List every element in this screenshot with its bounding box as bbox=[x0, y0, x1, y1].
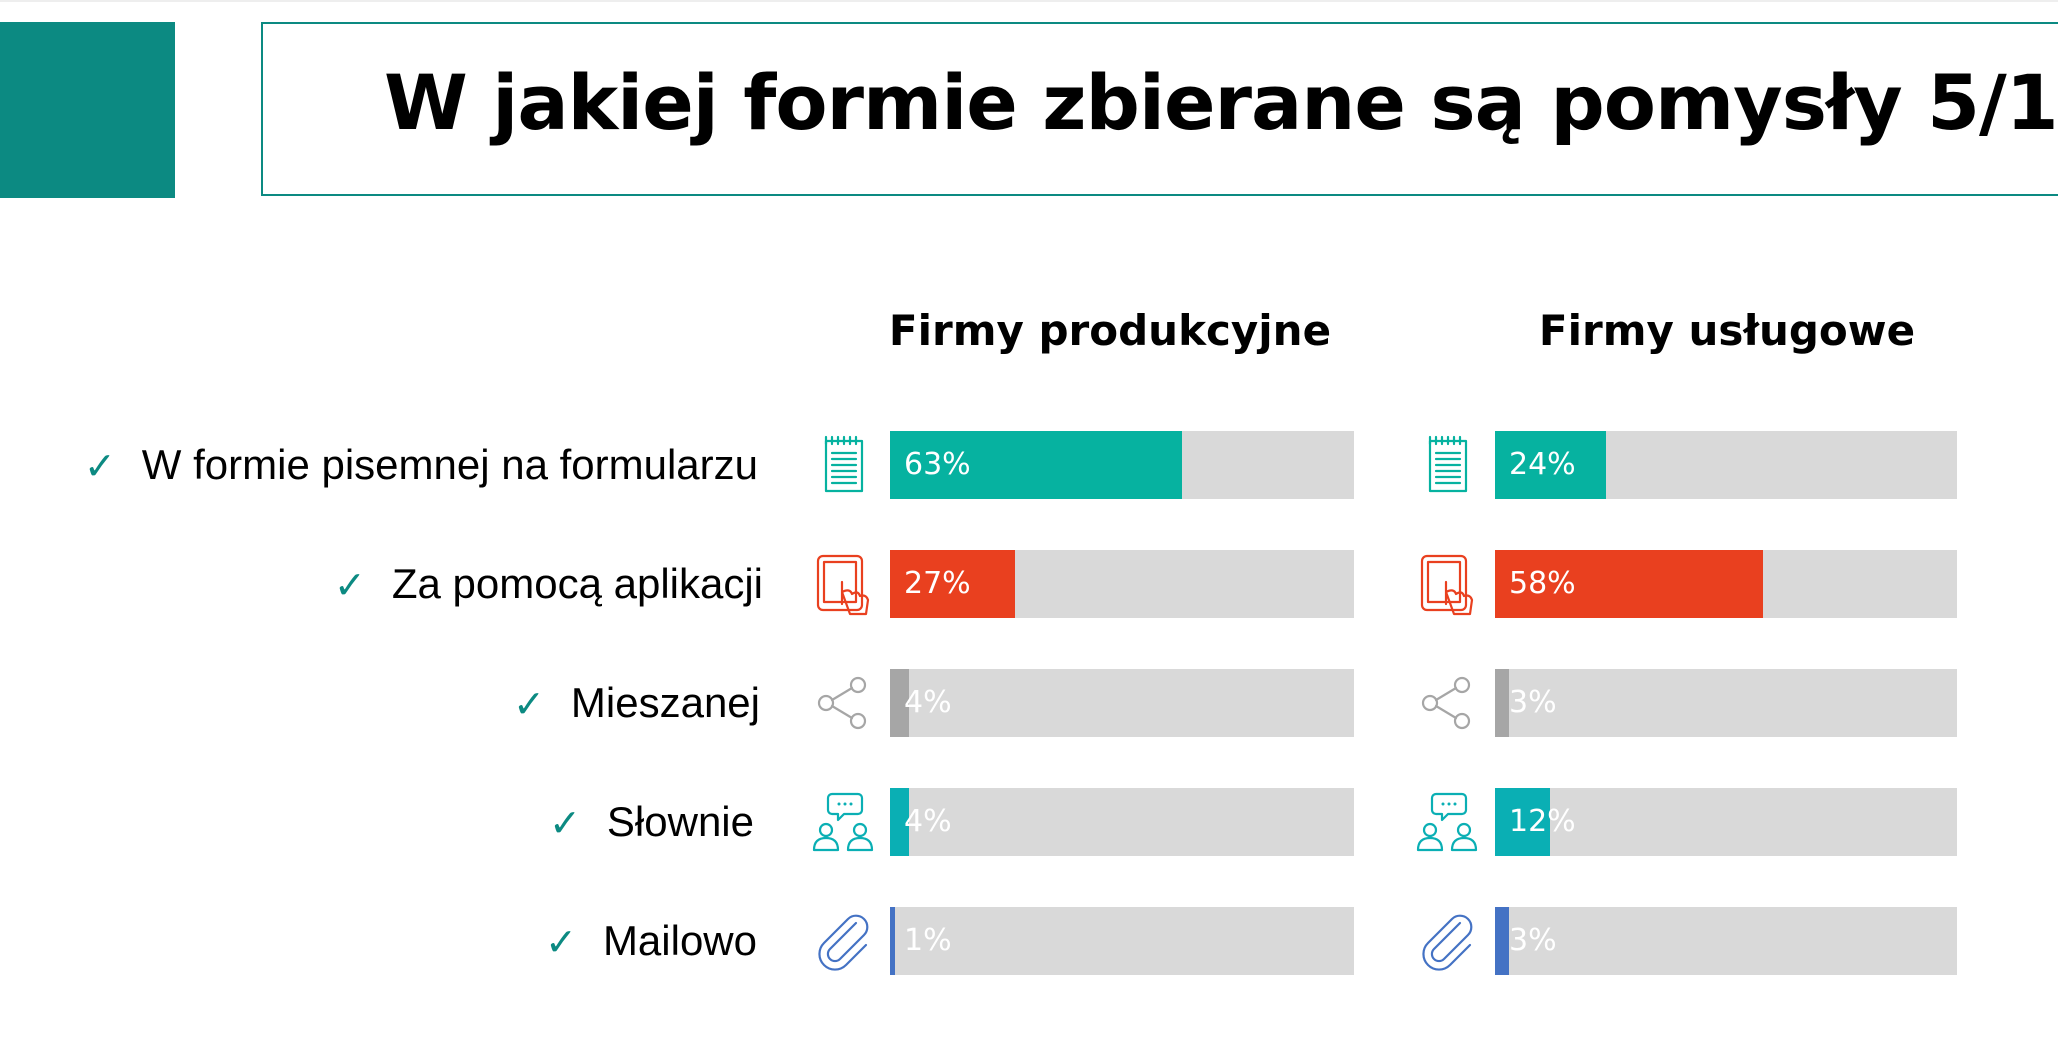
bar-track: 4% bbox=[890, 788, 1354, 856]
bar-value-label: 3% bbox=[1509, 685, 1557, 720]
paperclip-icon bbox=[812, 909, 876, 973]
category-label: ✓ Mailowo bbox=[545, 907, 757, 975]
notepad-icon bbox=[1416, 433, 1480, 497]
check-icon: ✓ bbox=[83, 444, 116, 488]
bar bbox=[890, 788, 909, 856]
series-title: Firmy produkcyjne bbox=[888, 306, 1332, 355]
bar-track: 3% bbox=[1495, 669, 1957, 737]
bar-value-label: 12% bbox=[1509, 804, 1576, 839]
check-icon: ✓ bbox=[513, 682, 545, 726]
check-icon: ✓ bbox=[545, 920, 577, 964]
bar-value-label: 63% bbox=[904, 447, 971, 482]
category-label-text: Mailowo bbox=[602, 917, 757, 964]
bar-track: 24% bbox=[1495, 431, 1957, 499]
bar-value-label: 1% bbox=[904, 923, 952, 958]
bar-track: 12% bbox=[1495, 788, 1957, 856]
bar-value-label: 4% bbox=[904, 685, 952, 720]
bar bbox=[890, 907, 895, 975]
bar-track: 58% bbox=[1495, 550, 1957, 618]
category-label: ✓ Za pomocą aplikacji bbox=[334, 550, 763, 618]
bar-value-label: 4% bbox=[904, 804, 952, 839]
top-divider bbox=[0, 0, 2058, 2]
check-icon: ✓ bbox=[549, 801, 581, 845]
bar bbox=[1495, 907, 1509, 975]
category-label-text: Mieszanej bbox=[570, 679, 760, 726]
bar-track: 3% bbox=[1495, 907, 1957, 975]
page-title: W jakiej formie zbierane są pomysły 5/12 bbox=[384, 58, 2058, 147]
tablet-touch-icon bbox=[1416, 552, 1480, 616]
category-label-text: Słownie bbox=[606, 798, 754, 845]
bar bbox=[1495, 431, 1606, 499]
share-icon bbox=[1416, 671, 1480, 735]
bar-value-label: 58% bbox=[1509, 566, 1576, 601]
check-icon: ✓ bbox=[333, 563, 366, 607]
bar bbox=[890, 431, 1182, 499]
bar bbox=[890, 669, 909, 737]
paperclip-icon bbox=[1416, 909, 1480, 973]
accent-block bbox=[0, 22, 175, 198]
notepad-icon bbox=[812, 433, 876, 497]
bar bbox=[890, 550, 1015, 618]
bar-track: 4% bbox=[890, 669, 1354, 737]
bar bbox=[1495, 550, 1763, 618]
share-icon bbox=[812, 671, 876, 735]
category-label: ✓ W formie pisemnej na formularzu bbox=[84, 431, 758, 499]
title-frame bbox=[261, 22, 2058, 196]
people-chat-icon bbox=[1416, 790, 1480, 854]
category-label: ✓ Mieszanej bbox=[513, 669, 760, 737]
bar-value-label: 27% bbox=[904, 566, 971, 601]
category-label: ✓ Słownie bbox=[549, 788, 754, 856]
bar bbox=[1495, 788, 1550, 856]
bar-track: 1% bbox=[890, 907, 1354, 975]
bar bbox=[1495, 669, 1509, 737]
category-label-text: W formie pisemnej na formularzu bbox=[141, 441, 758, 488]
bar-track: 63% bbox=[890, 431, 1354, 499]
bar-value-label: 3% bbox=[1509, 923, 1557, 958]
tablet-touch-icon bbox=[812, 552, 876, 616]
category-label-text: Za pomocą aplikacji bbox=[391, 560, 763, 607]
people-chat-icon bbox=[812, 790, 876, 854]
bar-value-label: 24% bbox=[1509, 447, 1576, 482]
series-title: Firmy usługowe bbox=[1538, 306, 1916, 355]
bar-track: 27% bbox=[890, 550, 1354, 618]
